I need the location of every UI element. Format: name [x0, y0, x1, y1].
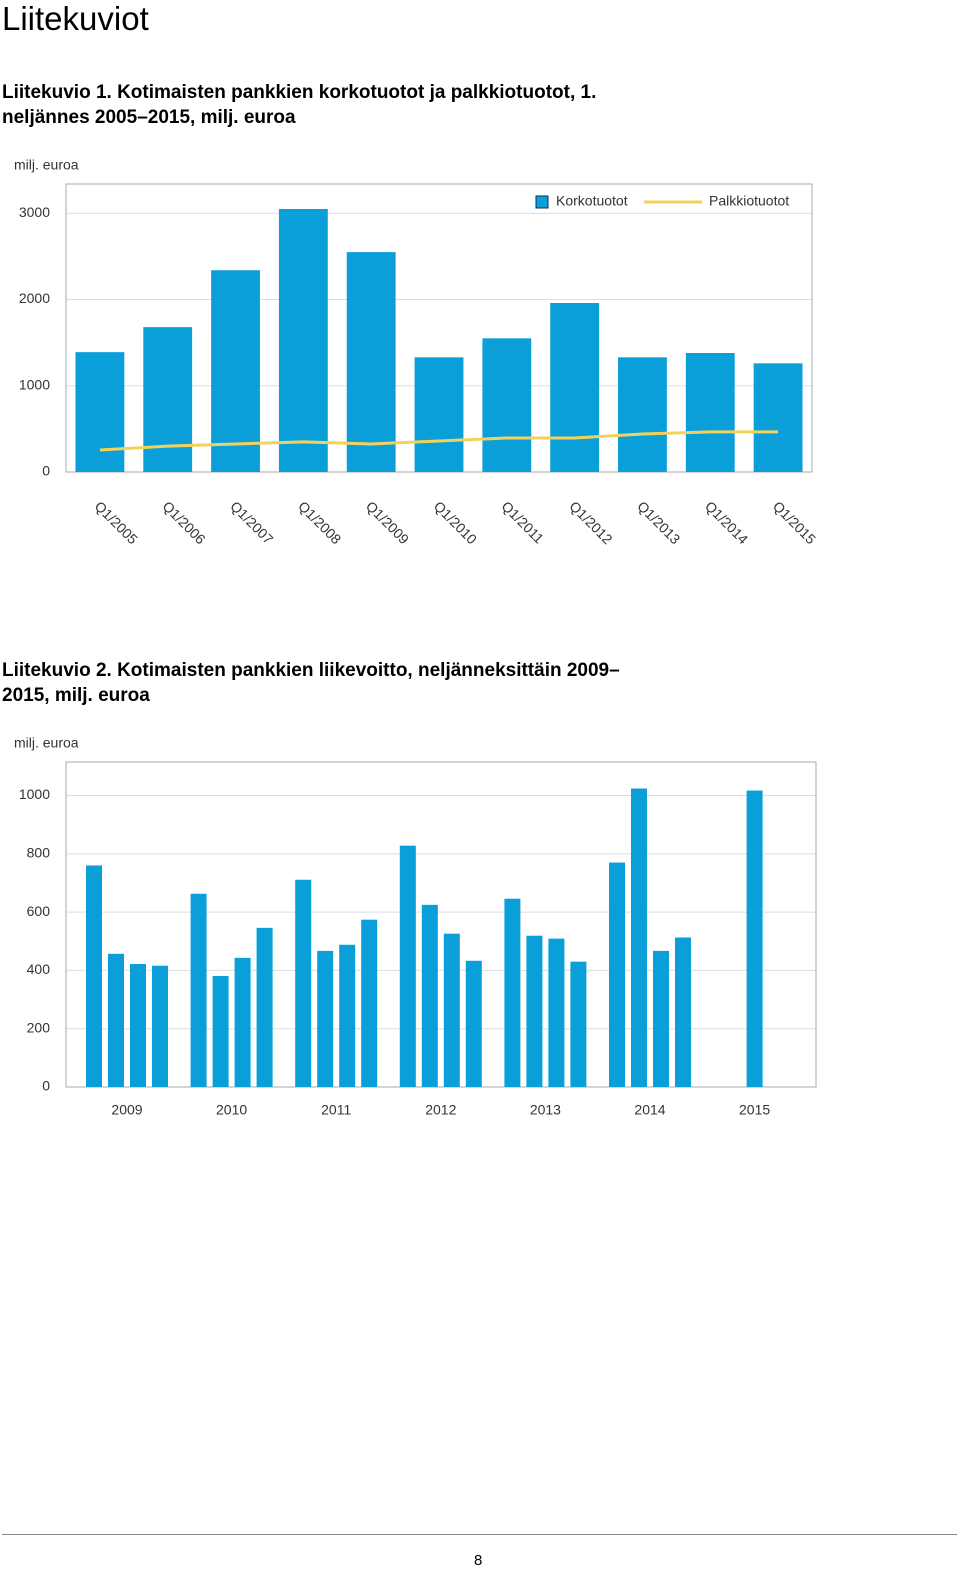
y-tick-label: 1000: [19, 786, 50, 802]
x-tick-label: 2011: [321, 1102, 351, 1118]
bar: [548, 938, 565, 1087]
bar: [75, 352, 125, 472]
x-tick-label: 2014: [634, 1102, 665, 1118]
bar: [443, 933, 460, 1087]
bar: [653, 950, 669, 1087]
bar: [108, 953, 124, 1087]
x-tick-label: Q1/2005: [92, 498, 141, 547]
chart: milj. euroa 0 1000 2000 3000 Q1/2005 Q1/2006 Q1…: [14, 157, 819, 548]
plot-border: [65, 761, 817, 1088]
line: [99, 430, 779, 452]
bar: [550, 302, 600, 472]
bar: [526, 935, 543, 1087]
bar: [746, 790, 763, 1087]
legend-label: Korkotuotot: [556, 193, 628, 209]
bar: [482, 338, 532, 472]
bar: [295, 879, 312, 1087]
caption: Liitekuvio 2. Kotimaisten pankkien liike…: [2, 660, 620, 706]
bar: [317, 950, 334, 1087]
bar: [143, 327, 193, 472]
bar: [190, 893, 207, 1087]
bar: [130, 963, 146, 1087]
bar: [685, 353, 735, 472]
x-tick-label: Q1/2007: [227, 498, 276, 547]
bar: [234, 957, 251, 1087]
y-tick-label: 200: [27, 1019, 51, 1035]
bar: [346, 252, 396, 472]
bar: [399, 845, 416, 1087]
bar: [421, 904, 438, 1087]
x-tick-label: 2015: [739, 1102, 770, 1118]
bar: [361, 919, 378, 1087]
y-tick-label: 800: [27, 845, 51, 861]
heading: Liitekuviot: [2, 0, 149, 37]
bar: [570, 961, 587, 1087]
legend-swatch: [535, 195, 549, 209]
bar: [152, 965, 168, 1087]
bar: [465, 960, 482, 1087]
x-tick-label: Q1/2010: [431, 498, 480, 547]
y-tick-label: 1000: [19, 376, 50, 392]
x-tick-label: Q1/2012: [566, 498, 615, 547]
y-axis-label: milj. euroa: [14, 157, 79, 173]
y-tick-label: 0: [42, 1078, 50, 1094]
chart: milj. euroa 0 200 400 600 800 1000 2009 2010 2011…: [14, 735, 817, 1118]
y-tick-label: 0: [42, 463, 50, 479]
bar: [753, 363, 803, 472]
x-tick-label: Q1/2008: [295, 498, 344, 547]
footer-rule: [2, 1534, 957, 1535]
y-tick-label: 600: [27, 903, 51, 919]
x-tick-label: Q1/2013: [634, 498, 683, 547]
bar: [504, 898, 521, 1087]
page-number: 8: [474, 1552, 483, 1569]
bar: [256, 927, 273, 1087]
bar: [339, 944, 356, 1087]
x-tick-label: Q1/2015: [770, 498, 819, 547]
x-tick-label: Q1/2006: [159, 498, 208, 547]
bar: [86, 865, 102, 1087]
x-tick-label: 2009: [111, 1102, 142, 1118]
y-tick-label: 2000: [19, 290, 50, 306]
bar: [414, 357, 464, 472]
caption: Liitekuvio 1. Kotimaisten pankkien korko…: [2, 82, 597, 128]
bar: [631, 788, 647, 1087]
x-tick-label: Q1/2011: [499, 498, 548, 547]
x-tick-label: 2012: [425, 1102, 456, 1118]
bar: [212, 975, 229, 1087]
bar: [609, 862, 625, 1087]
y-tick-label: 400: [27, 961, 51, 977]
x-tick-label: Q1/2009: [363, 498, 412, 547]
bar: [675, 937, 691, 1087]
bar: [211, 270, 260, 472]
x-tick-label: Q1/2014: [702, 498, 751, 547]
x-tick-label: 2010: [216, 1102, 247, 1118]
bar: [278, 209, 328, 472]
y-axis-label: milj. euroa: [14, 735, 79, 751]
y-tick-label: 3000: [19, 204, 50, 220]
x-tick-label: 2013: [530, 1102, 561, 1118]
bar: [618, 357, 667, 472]
legend-label: Palkkiotuotot: [709, 193, 789, 209]
